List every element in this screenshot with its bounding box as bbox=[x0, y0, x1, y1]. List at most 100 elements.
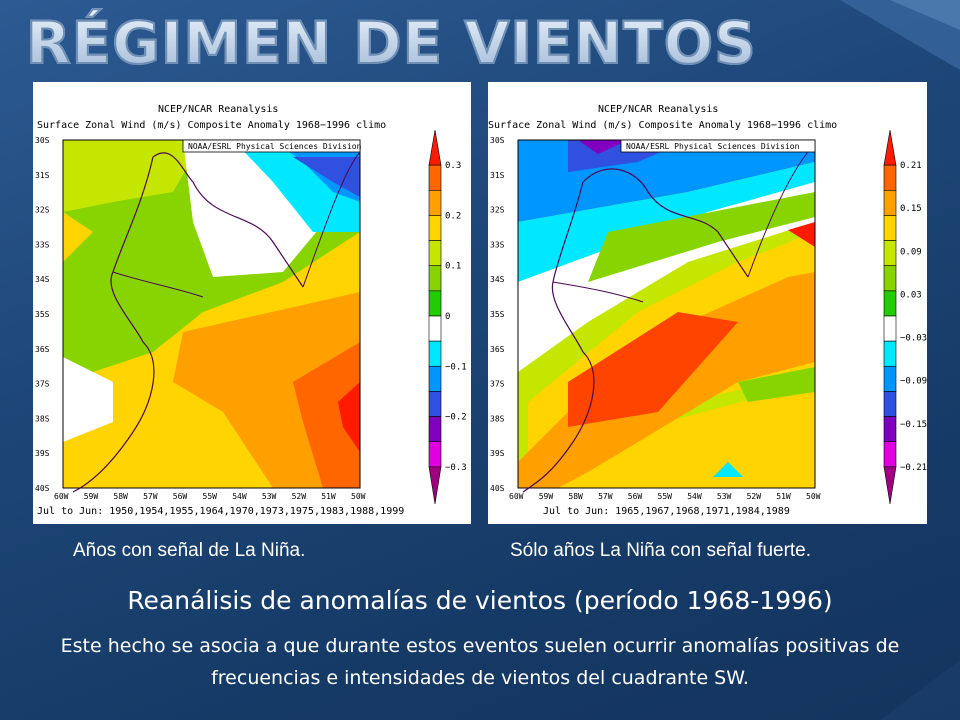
lon-tick-label: 52W bbox=[747, 492, 762, 501]
map-header-subtitle: Surface Zonal Wind (m/s) Composite Anoma… bbox=[37, 120, 387, 131]
lat-tick-label: 38S bbox=[35, 414, 50, 423]
lon-tick-label: 60W bbox=[54, 492, 69, 501]
colorbar-segment bbox=[883, 466, 897, 505]
lon-tick-label: 55W bbox=[658, 492, 673, 501]
map-footer-years: Jul to Jun: 1965,1967,1968,1971,1984,198… bbox=[543, 506, 790, 517]
lon-tick-label: 55W bbox=[203, 492, 218, 501]
colorbar-segment bbox=[883, 189, 897, 216]
lon-tick-label: 54W bbox=[687, 492, 702, 501]
lat-tick-label: 40S bbox=[35, 484, 50, 493]
lat-tick-label: 40S bbox=[490, 484, 505, 493]
corner-decoration bbox=[840, 0, 960, 70]
lat-tick-label: 37S bbox=[35, 380, 50, 389]
lat-tick-label: 36S bbox=[490, 345, 505, 354]
colorbar-label: 0.09 bbox=[900, 247, 922, 257]
lat-tick-label: 32S bbox=[35, 206, 50, 215]
colorbar-label: 0.15 bbox=[900, 204, 922, 214]
map-header-subtitle: Surface Zonal Wind (m/s) Composite Anoma… bbox=[488, 120, 838, 131]
lat-tick-label: 32S bbox=[490, 206, 505, 215]
lat-tick-label: 30S bbox=[35, 136, 50, 145]
colorbar-label: −0.21 bbox=[900, 463, 927, 473]
colorbar-segment bbox=[428, 164, 442, 191]
lat-tick-label: 33S bbox=[490, 240, 505, 249]
colorbar-segment bbox=[883, 240, 897, 267]
lon-tick-label: 60W bbox=[509, 492, 524, 501]
colorbar-segment bbox=[883, 315, 897, 342]
colorbar-segment bbox=[428, 240, 442, 267]
colorbar-segment bbox=[428, 340, 442, 367]
lat-tick-label: 37S bbox=[490, 380, 505, 389]
wind-anomaly-map-left: 30S 31S 32S 33S 34S 35S 36S 37S 38S 39S 40S 60W 59W… bbox=[35, 129, 467, 505]
wind-anomaly-map-right: 30S 31S 32S 33S 34S 35S 36S 37S 38S 39S 40S 60W 59W… bbox=[490, 129, 927, 505]
slide-subtitle: Reanálisis de anomalías de vientos (perí… bbox=[127, 586, 833, 615]
colorbar-label: 0.3 bbox=[445, 161, 461, 171]
lon-tick-label: 59W bbox=[84, 492, 99, 501]
colorbar-label: −0.1 bbox=[445, 362, 467, 372]
colorbar-label: −0.2 bbox=[445, 413, 467, 423]
lat-tick-label: 31S bbox=[35, 171, 50, 180]
colorbar-segment bbox=[428, 215, 442, 241]
slide-title: RÉGIMEN DE VIENTOS bbox=[25, 8, 757, 78]
colorbar-segment bbox=[883, 365, 897, 392]
colorbar-segment bbox=[883, 391, 897, 417]
lat-tick-label: 31S bbox=[490, 171, 505, 180]
colorbar-label: 0.2 bbox=[445, 211, 461, 221]
colorbar-label: 0.03 bbox=[900, 290, 922, 300]
lat-tick-label: 38S bbox=[490, 414, 505, 423]
lon-tick-label: 52W bbox=[292, 492, 307, 501]
caption-left: Años con señal de La Niña. bbox=[73, 540, 306, 561]
map-panel-left: NCEP/NCAR Reanalysis Surface Zonal Wind … bbox=[33, 82, 471, 524]
lon-tick-label: 54W bbox=[232, 492, 247, 501]
caption-right: Sólo años La Niña con señal fuerte. bbox=[510, 540, 812, 561]
colorbar-segment bbox=[883, 416, 897, 443]
colorbar-segment bbox=[428, 290, 442, 317]
lat-tick-label: 35S bbox=[490, 310, 505, 319]
lat-tick-label: 39S bbox=[35, 449, 50, 458]
colorbar-segment bbox=[883, 290, 897, 317]
map-header-title: NCEP/NCAR Reanalysis bbox=[598, 104, 719, 115]
colorbar-label: −0.09 bbox=[900, 377, 927, 387]
colorbar-segment bbox=[883, 129, 897, 166]
lon-tick-label: 57W bbox=[143, 492, 158, 501]
lat-tick-label: 34S bbox=[35, 275, 50, 284]
colorbar-segment bbox=[883, 265, 897, 292]
colorbar-label: −0.3 bbox=[445, 463, 467, 473]
lat-tick-label: 39S bbox=[490, 449, 505, 458]
map-credit: NOAA/ESRL Physical Sciences Division bbox=[188, 142, 362, 151]
colorbar-label: −0.15 bbox=[900, 420, 927, 430]
lon-tick-label: 58W bbox=[568, 492, 583, 501]
lon-tick-label: 59W bbox=[539, 492, 554, 501]
map-footer-years: Jul to Jun: 1950,1954,1955,1964,1970,197… bbox=[37, 506, 405, 517]
lat-tick-label: 35S bbox=[35, 310, 50, 319]
lon-tick-label: 53W bbox=[717, 492, 732, 501]
lon-tick-label: 56W bbox=[628, 492, 643, 501]
map-panel-right: NCEP/NCAR Reanalysis Surface Zonal Wind … bbox=[488, 82, 927, 524]
colorbar-segment bbox=[428, 365, 442, 392]
colorbar-segment bbox=[883, 441, 897, 468]
lon-tick-label: 51W bbox=[776, 492, 791, 501]
lon-tick-label: 56W bbox=[173, 492, 188, 501]
colorbar-label: 0.21 bbox=[900, 161, 922, 171]
colorbar-segment bbox=[428, 189, 442, 216]
lat-tick-label: 34S bbox=[490, 275, 505, 284]
lon-tick-label: 53W bbox=[262, 492, 277, 501]
lon-tick-label: 50W bbox=[806, 492, 821, 501]
colorbar-segment bbox=[428, 315, 442, 342]
map-header-title: NCEP/NCAR Reanalysis bbox=[158, 104, 279, 115]
slide-body-text: Este hecho se asocia a que durante estos… bbox=[60, 635, 900, 689]
lat-tick-label: 36S bbox=[35, 345, 50, 354]
lat-tick-label: 30S bbox=[490, 136, 505, 145]
colorbar-segment bbox=[883, 340, 897, 367]
colorbar-label: −0.03 bbox=[900, 334, 927, 344]
colorbar-segment bbox=[883, 215, 897, 241]
colorbar-label: 0.1 bbox=[445, 262, 461, 272]
colorbar-segment bbox=[428, 416, 442, 443]
colorbar-segment bbox=[883, 164, 897, 191]
map-credit: NOAA/ESRL Physical Sciences Division bbox=[626, 142, 800, 151]
colorbar-segment bbox=[428, 265, 442, 292]
colorbar-segment bbox=[428, 391, 442, 417]
corner-decoration-bottom bbox=[880, 660, 960, 720]
lon-tick-label: 58W bbox=[113, 492, 128, 501]
colorbar-segment bbox=[428, 129, 442, 166]
colorbar-segment bbox=[428, 466, 442, 505]
